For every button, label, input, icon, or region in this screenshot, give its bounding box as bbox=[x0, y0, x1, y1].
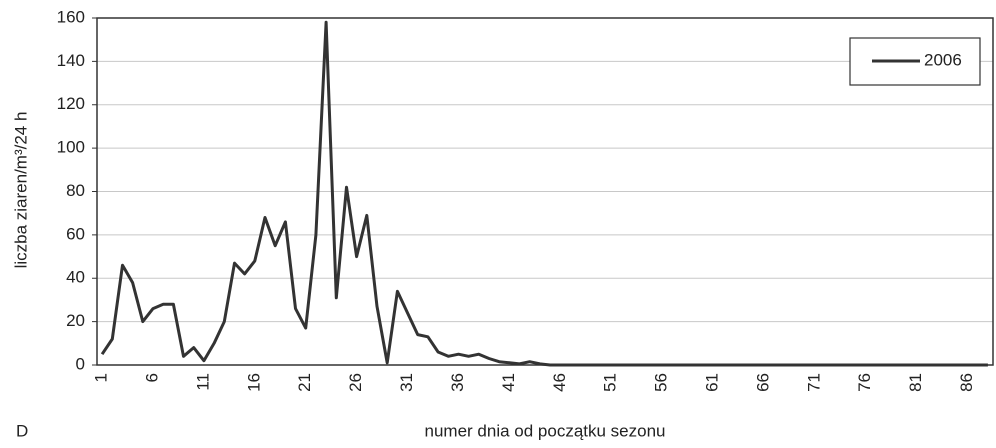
x-tick-label: 46 bbox=[550, 373, 569, 392]
x-tick-label: 1 bbox=[92, 373, 111, 382]
legend-label: 2006 bbox=[924, 50, 962, 69]
x-tick-label: 41 bbox=[499, 373, 518, 392]
x-tick-label: 61 bbox=[702, 373, 721, 392]
y-tick-label: 160 bbox=[57, 7, 85, 26]
x-tick-label: 6 bbox=[142, 373, 161, 382]
y-tick-label: 40 bbox=[66, 268, 85, 287]
x-tick-label: 86 bbox=[957, 373, 976, 392]
x-tick-label: 36 bbox=[448, 373, 467, 392]
x-tick-label: 11 bbox=[193, 373, 212, 391]
x-tick-label: 26 bbox=[346, 373, 365, 392]
x-tick-label: 51 bbox=[601, 373, 620, 392]
y-tick-label: 60 bbox=[66, 224, 85, 243]
x-tick-label: 76 bbox=[855, 373, 874, 392]
x-tick-label: 16 bbox=[244, 373, 263, 392]
y-tick-label: 120 bbox=[57, 94, 85, 113]
x-tick-label: 21 bbox=[295, 373, 314, 392]
x-axis-title: numer dnia od początku sezonu bbox=[425, 421, 666, 440]
panel-label: D bbox=[16, 421, 28, 440]
y-tick-label: 100 bbox=[57, 138, 85, 157]
data-line bbox=[100, 20, 988, 367]
y-tick-label: 140 bbox=[57, 51, 85, 70]
x-tick-label: 66 bbox=[753, 373, 772, 392]
x-tick-label: 71 bbox=[804, 373, 823, 392]
y-tick-label: 0 bbox=[76, 354, 85, 373]
y-tick-label: 80 bbox=[66, 181, 85, 200]
x-tick-label: 81 bbox=[906, 373, 925, 392]
y-axis-title: liczba ziaren/m³/24 h bbox=[11, 112, 30, 269]
x-tick-label: 56 bbox=[652, 373, 671, 392]
y-tick-label: 20 bbox=[66, 311, 85, 330]
x-tick-label: 31 bbox=[397, 373, 416, 392]
